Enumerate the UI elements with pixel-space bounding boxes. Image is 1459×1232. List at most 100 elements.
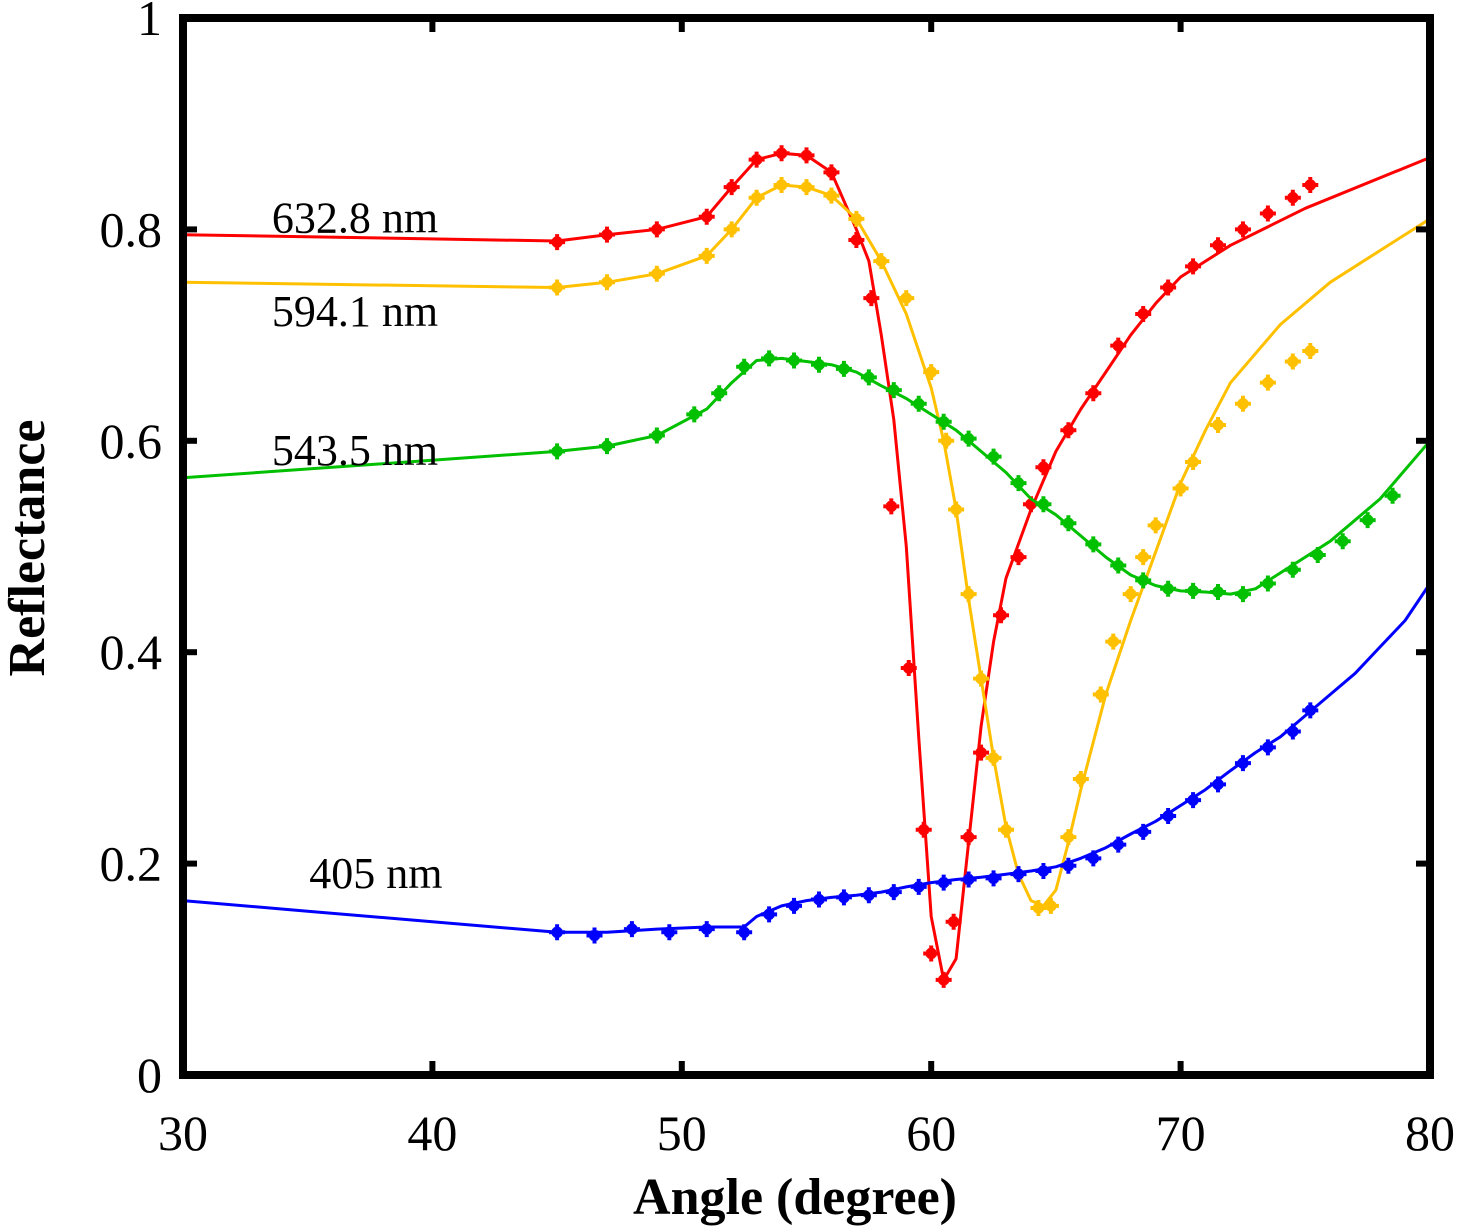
data-point [711,385,728,402]
data-point [960,829,977,846]
data-point [748,151,765,168]
data-point [1105,633,1122,650]
data-point [1259,739,1276,756]
data-point [786,897,803,914]
data-point [1234,221,1251,238]
data-point [993,607,1010,624]
data-point [1185,453,1202,470]
data-point [1210,416,1227,433]
data-point [1035,862,1052,879]
series-layer [182,145,1432,988]
data-point [698,921,715,938]
data-point [1135,549,1152,566]
data-point [1210,237,1227,254]
data-point [848,210,865,227]
data-point [938,432,955,449]
data-point [1284,561,1301,578]
data-point [1060,515,1077,532]
data-point [698,247,715,264]
series-line-594-1-nm [182,183,1431,908]
data-point [985,749,1002,766]
data-point [723,179,740,196]
data-point [1359,512,1376,529]
data-point [648,265,665,282]
data-point [810,891,827,908]
data-point [1085,850,1102,867]
data-point [748,189,765,206]
data-point [985,870,1002,887]
data-point [798,179,815,196]
data-point [1284,723,1301,740]
data-point [736,358,753,375]
data-point [598,438,615,455]
y-tick-label: 0 [137,1047,162,1103]
data-point [1302,342,1319,359]
data-point [910,395,927,412]
data-point [549,924,566,941]
data-point [1309,546,1326,563]
data-point [586,927,603,944]
series-label-594-1-nm: 594.1 nm [272,287,438,336]
data-point [1085,536,1102,553]
data-point [1284,189,1301,206]
data-point [736,924,753,941]
data-point [923,945,940,962]
data-point [915,821,932,838]
data-point [1010,475,1027,492]
data-point [1160,808,1177,825]
x-tick-label: 80 [1405,1105,1455,1161]
data-point [1302,177,1319,194]
data-point [945,913,962,930]
data-point [1085,385,1102,402]
data-point [1234,395,1251,412]
data-point [1302,702,1319,719]
y-tick-label: 0.6 [100,413,163,469]
x-tick-label: 70 [1156,1105,1206,1161]
data-point [623,921,640,938]
ticks-layer: 30 40 50 60 70 80 0 0.2 0.4 0.6 0.8 1 [100,0,1456,1161]
data-point [985,448,1002,465]
data-point [648,427,665,444]
y-axis-title: Reflectance [0,420,56,677]
plot-frame [179,14,1434,1079]
data-point [935,413,952,430]
data-point [1092,686,1109,703]
series-label-405-nm: 405 nm [309,849,442,898]
data-point [1259,575,1276,592]
series-405-nm [182,582,1432,944]
data-point [860,369,877,386]
data-point [598,274,615,291]
data-point [598,226,615,243]
series-label-632-8-nm: 632.8 nm [272,194,438,243]
data-point [898,290,915,307]
data-point [1284,353,1301,370]
data-point [910,878,927,895]
data-point [723,221,740,238]
data-point [823,187,840,204]
data-point [1185,792,1202,809]
data-point [661,924,678,941]
series-632-8-nm [182,145,1431,988]
y-tick-label: 1 [137,0,162,46]
data-point [1210,776,1227,793]
data-point [973,670,990,687]
data-point [960,430,977,447]
data-point [1135,305,1152,322]
data-point [698,208,715,225]
data-point [923,364,940,381]
data-point [1259,374,1276,391]
data-point [686,406,703,423]
data-point [1185,582,1202,599]
data-point [973,744,990,761]
data-point [848,231,865,248]
series-543-5-nm [182,350,1432,603]
data-point [1060,857,1077,874]
data-point [1010,866,1027,883]
x-axis-title: Angle (degree) [633,1169,957,1226]
data-point [1042,897,1059,914]
data-point [549,234,566,251]
data-point [549,443,566,460]
data-point [1210,583,1227,600]
data-point [761,350,778,367]
data-point [1035,459,1052,476]
